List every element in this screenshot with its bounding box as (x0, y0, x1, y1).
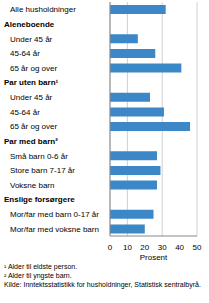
svg-text:30: 30 (158, 243, 167, 252)
html-text:² Alder til yngste barn.: ² Alder til yngste barn. (4, 272, 72, 279)
svg-text:Mor/far med barn 0-17 år: Mor/far med barn 0-17 år (10, 210, 99, 219)
svg-text:65 år og over: 65 år og over (10, 64, 57, 73)
html-text:¹ Alder til eldste person.: ¹ Alder til eldste person. (4, 263, 78, 270)
svg-text:Voksne barn: Voksne barn (10, 181, 54, 190)
svg-text:Prosent: Prosent (140, 253, 168, 262)
svg-text:0: 0 (108, 243, 113, 252)
svg-text:Store barn 7-17 år: Store barn 7-17 år (10, 166, 75, 175)
svg-text:Små barn 0-6 år: Små barn 0-6 år (10, 152, 68, 161)
svg-text:10: 10 (123, 243, 132, 252)
svg-text:Enslige forsørgere: Enslige forsørgere (8, 195, 75, 204)
svg-text:Par med barn²: Par med barn² (8, 137, 58, 146)
svg-text:Mor/far med voksne barn: Mor/far med voksne barn (10, 225, 99, 234)
svg-text:40: 40 (175, 243, 184, 252)
svg-text:50: 50 (193, 243, 201, 252)
svg-text:20: 20 (140, 243, 149, 252)
svg-text:Under 45 år: Under 45 år (10, 93, 53, 102)
svg-text:65 år og over: 65 år og over (10, 122, 57, 131)
html-text:Kilde: Inntektsstatistikk for: Kilde: Inntektsstatistikk for husholdnin… (4, 281, 201, 288)
svg-text:45-64 år: 45-64 år (10, 49, 40, 58)
svg-text:Alle husholdninger: Alle husholdninger (10, 5, 76, 14)
svg-text:45-64 år: 45-64 år (10, 108, 40, 117)
svg-text:Under 45 år: Under 45 år (10, 35, 53, 44)
svg-text:Aleneboende: Aleneboende (8, 20, 55, 29)
svg-text:Par uten barn¹: Par uten barn¹ (8, 78, 59, 87)
